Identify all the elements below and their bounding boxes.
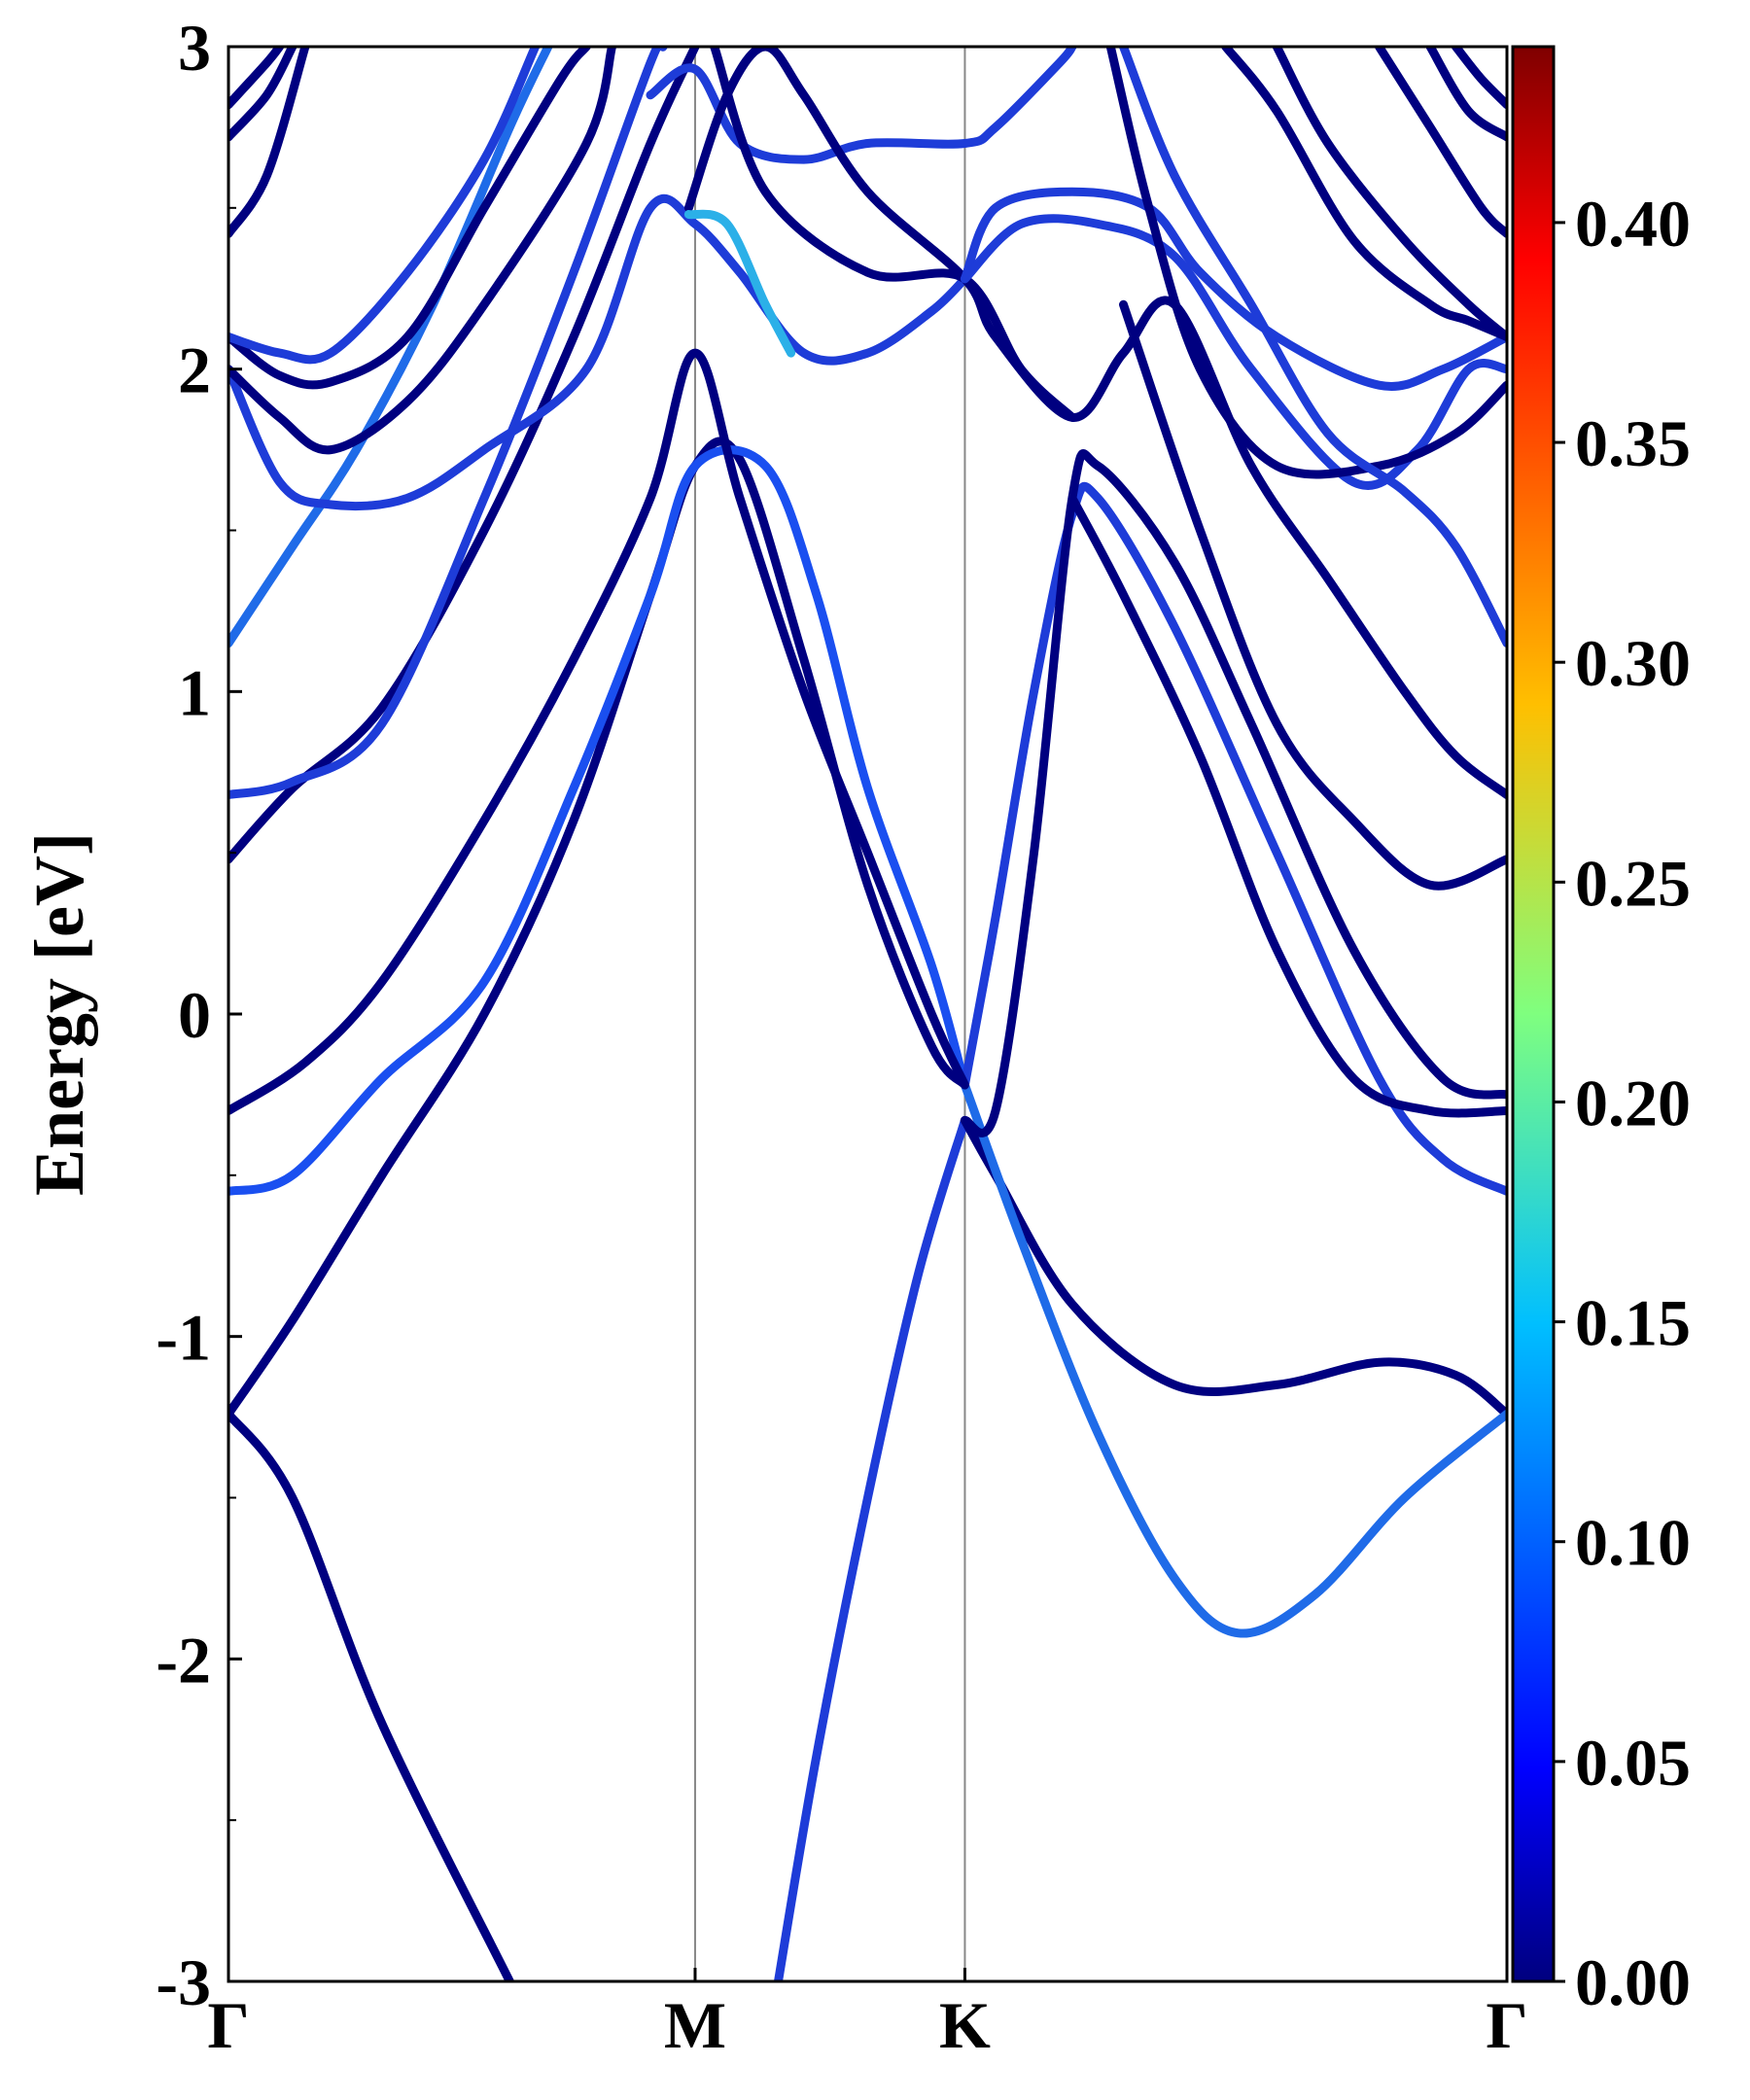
band-line: [683, 209, 796, 358]
band-line: [774, 1115, 969, 1981]
y-tick-label: 2: [178, 333, 211, 407]
band-line: [228, 437, 969, 1418]
band-line: [228, 193, 969, 511]
colorbar-ticks: 0.00 0.05 0.10 0.15 0.20 0.25 0.30 0.35 0.40: [1554, 187, 1691, 2019]
band-line: [228, 47, 310, 238]
band-line: [960, 1115, 1507, 1418]
band-line: [228, 47, 541, 365]
y-tick-label: -3: [156, 1945, 211, 2019]
colorbar-tick-label: 0.30: [1575, 626, 1691, 700]
colorbar-tick-label: 0.40: [1575, 187, 1691, 261]
colorbar-tick-label: 0.20: [1575, 1066, 1691, 1139]
colorbar-tick-label: 0.05: [1575, 1726, 1691, 1800]
y-axis-ticks: 3 2 1 0 -1 -2 -3: [156, 11, 242, 2019]
band-lines: [228, 47, 1507, 1981]
x-tick-label: Γ: [207, 1988, 249, 2062]
y-tick-label: -1: [156, 1301, 211, 1375]
colorbar-tick-label: 0.35: [1575, 406, 1691, 480]
band-line: [1119, 47, 1507, 648]
band-line: [228, 47, 700, 864]
band-line: [1119, 299, 1507, 891]
y-tick-label: -2: [156, 1623, 211, 1697]
band-line: [228, 47, 298, 142]
band-line: [228, 47, 553, 648]
x-tick-label: M: [664, 1988, 726, 2062]
band-line: [960, 187, 1507, 391]
band-line: [228, 47, 616, 455]
colorbar-tick-label: 0.00: [1575, 1945, 1691, 2019]
band-line: [1221, 47, 1507, 341]
band-line: [960, 214, 1507, 490]
band-line: [1451, 47, 1507, 110]
band-line: [960, 1080, 1507, 1638]
band-line: [228, 47, 285, 110]
x-tick-label: Γ: [1486, 1988, 1527, 2062]
colorbar: [1511, 45, 1556, 1983]
band-line: [1068, 493, 1507, 1118]
band-line: [228, 47, 668, 799]
band-line: [228, 348, 969, 1115]
band-line: [1272, 47, 1507, 341]
band-line: [683, 47, 1507, 799]
x-tick-label: K: [939, 1988, 991, 2062]
band-line: [646, 47, 1077, 164]
band-line: [710, 47, 1077, 422]
y-tick-label: 0: [178, 978, 211, 1052]
colorbar-tick-label: 0.15: [1575, 1286, 1691, 1360]
band-line: [228, 445, 969, 1196]
colorbar-tick-label: 0.25: [1575, 846, 1691, 920]
band-line: [1105, 47, 1507, 479]
band-line: [1425, 47, 1507, 142]
high-symmetry-lines: [693, 47, 966, 1981]
band-line: [228, 1409, 514, 1981]
band-line: [960, 481, 1507, 1196]
y-tick-label: 3: [178, 11, 211, 85]
y-axis-title: Energy [eV]: [20, 832, 98, 1196]
band-line: [228, 47, 591, 390]
colorbar-tick-label: 0.10: [1575, 1506, 1691, 1580]
band-line: [960, 449, 1507, 1138]
band-line: [1375, 47, 1507, 238]
y-tick-label: 1: [178, 655, 211, 729]
